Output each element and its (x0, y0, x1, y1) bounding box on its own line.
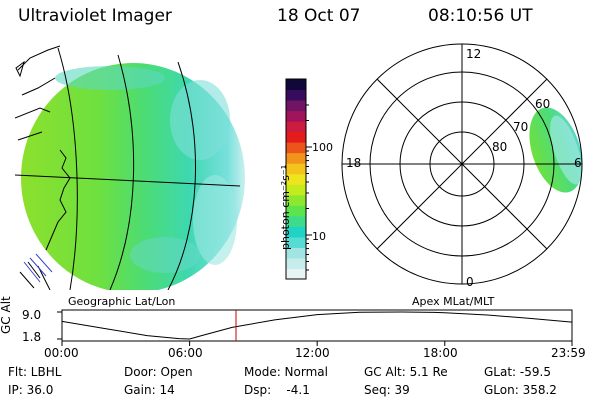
polar-plot (341, 43, 583, 285)
colorbar-band (286, 184, 306, 196)
speckle-patch (130, 237, 200, 273)
status-ip: IP: 36.0 (8, 383, 54, 397)
colorbar-frame (285, 78, 307, 280)
time-label: 08:10:56 UT (428, 6, 533, 26)
colorbar-band (286, 236, 306, 248)
xtick-label: 06:00 (168, 346, 203, 360)
gc-alt-axis-label: GC Alt (0, 296, 13, 334)
colorbar-band (286, 215, 306, 227)
altitude-ticks (57, 311, 573, 346)
colorbar-band (286, 152, 306, 164)
colorbar-band (286, 142, 306, 154)
coastline (15, 60, 25, 78)
colorbar-band (286, 257, 306, 269)
status-mode: Mode: Normal (244, 365, 328, 379)
colorbar-band (286, 163, 306, 175)
status-gc-alt: GC Alt: 5.1 Re (364, 365, 448, 379)
colorbar-band (286, 194, 306, 206)
mlat-label-70: 70 (513, 120, 529, 134)
colorbar-band (286, 110, 306, 122)
mlat-label-80: 80 (492, 140, 508, 154)
colorbar-ticks (306, 104, 312, 271)
ytick-label: 9.0 (22, 308, 42, 322)
mlt-label-12: 12 (466, 47, 482, 61)
speckle-patch (170, 80, 230, 160)
geographic-image (15, 45, 245, 290)
ytick-label: 1.8 (22, 330, 42, 344)
mlt-label-0: 0 (466, 275, 474, 289)
xtick-label: 18:00 (423, 346, 458, 360)
mlt-label-6: 6 (574, 156, 582, 170)
colorbar-band (286, 247, 306, 259)
xtick-label: 12:00 (295, 346, 330, 360)
longitude-line (167, 61, 196, 290)
auroral-oval-edge (550, 115, 582, 185)
status-door: Door: Open (124, 365, 193, 379)
xtick-label: 23:59 (551, 346, 586, 360)
colorbar-tick-label: 10 (312, 230, 326, 243)
altitude-curve (61, 311, 573, 340)
mlat-label-60: 60 (535, 97, 551, 111)
colorbar-band (286, 226, 306, 238)
polar-diagonal (376, 78, 548, 250)
colorbar-band (286, 100, 306, 112)
latitude-line (15, 174, 241, 187)
apex-caption: Apex MLat/MLT (412, 295, 495, 308)
colorbar-band (286, 89, 306, 101)
colorbar-tick-label: 100 (312, 141, 333, 154)
status-seq: Seq: 39 (364, 383, 410, 397)
colorbar-band (286, 121, 306, 133)
mlt-label-18: 18 (346, 156, 362, 170)
colorbar-band (286, 131, 306, 143)
colorbar-band (286, 205, 306, 217)
coastline-blue (23, 253, 53, 283)
speckle-patch (193, 175, 237, 265)
xtick-label: 00:00 (44, 346, 79, 360)
longitude-line (109, 54, 135, 290)
speckle-patch (55, 66, 165, 90)
coastline (15, 45, 71, 290)
status-flt: Flt: LBHL (8, 365, 62, 379)
status-dsp: Dsp: -4.1 (244, 383, 310, 397)
longitude-line (57, 47, 78, 290)
colorbar-band (286, 173, 306, 185)
status-gain: Gain: 14 (124, 383, 175, 397)
status-glon: GLon: 358.2 (484, 383, 557, 397)
instrument-title: Ultraviolet Imager (18, 6, 172, 26)
geographic-caption: Geographic Lat/Lon (68, 295, 176, 308)
colorbar-unit-label: photon cm⁻²s⁻¹ (279, 164, 292, 250)
colorbar (286, 79, 306, 280)
status-glat: GLat: -59.5 (484, 365, 551, 379)
date-label: 18 Oct 07 (277, 6, 361, 26)
colorbar-band (286, 268, 306, 280)
colorbar-band (286, 79, 306, 91)
